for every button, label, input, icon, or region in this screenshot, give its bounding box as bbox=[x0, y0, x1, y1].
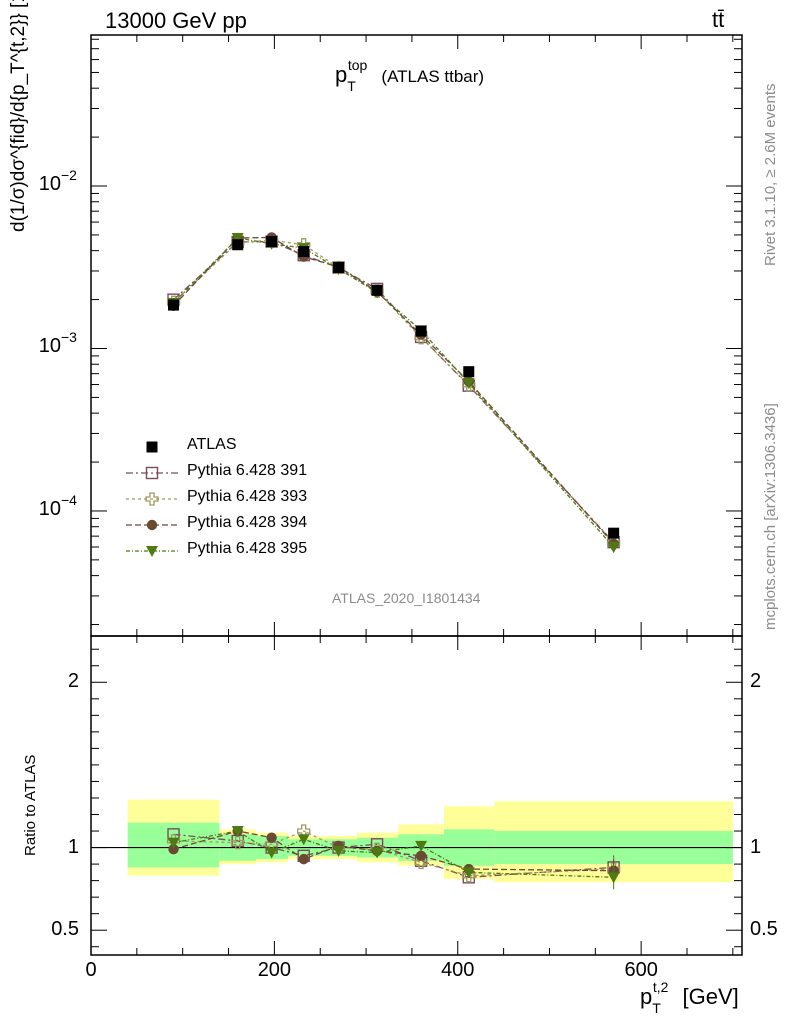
series-point-ratio bbox=[415, 850, 427, 862]
data-point bbox=[333, 262, 345, 274]
y-tick-exponent: −4 bbox=[61, 491, 77, 508]
legend-marker bbox=[145, 492, 159, 506]
series-point-main bbox=[231, 233, 244, 245]
series-line-ratio bbox=[173, 830, 614, 878]
series-point-ratio bbox=[168, 844, 179, 855]
x-tick-label: 0 bbox=[85, 959, 97, 981]
ratio-tick-label-right: 1 bbox=[750, 835, 762, 858]
data-point bbox=[168, 299, 180, 311]
data-point bbox=[463, 366, 475, 378]
legend-label: Pythia 6.428 391 bbox=[187, 462, 308, 479]
title-sup: top bbox=[347, 57, 368, 73]
series-point-ratio bbox=[266, 832, 277, 843]
mcplots-label: mcplots.cern.ch [arXiv:1306.3436] bbox=[762, 403, 779, 630]
atlas-data bbox=[168, 236, 620, 539]
series-point-ratio bbox=[265, 847, 278, 859]
legend-marker bbox=[146, 519, 158, 531]
ratio-tick-label-left: 1 bbox=[67, 835, 79, 858]
legend-label-atlas: ATLAS bbox=[187, 436, 237, 453]
x-tick-label: 400 bbox=[441, 959, 475, 981]
legend-marker-atlas bbox=[146, 441, 158, 453]
xlabel-unit: [GeV] bbox=[682, 984, 739, 1009]
series-point-ratio bbox=[371, 847, 384, 859]
x-axis-label: pTt,2 [GeV] bbox=[640, 979, 739, 1016]
y-tick-label: 10 −3 bbox=[38, 329, 77, 358]
title-sub: T bbox=[347, 78, 356, 94]
header-energy: 13000 GeV pp bbox=[105, 8, 247, 33]
series-point-main bbox=[462, 378, 475, 390]
ratio-y-axis-label: Ratio to ATLAS bbox=[22, 754, 39, 856]
series-line-main bbox=[173, 239, 615, 544]
series-line-ratio bbox=[173, 830, 614, 877]
data-point bbox=[608, 527, 620, 539]
legend-label: Pythia 6.428 394 bbox=[187, 514, 308, 531]
series-point-main bbox=[607, 542, 620, 554]
data-point bbox=[232, 239, 244, 251]
y-tick-label: 10 −2 bbox=[38, 167, 77, 195]
xlabel-sub: T bbox=[652, 1000, 661, 1016]
y-tick-exponent: −2 bbox=[61, 167, 77, 183]
legend-marker bbox=[146, 546, 158, 557]
ratio-tick-label-left: 2 bbox=[67, 670, 79, 693]
x-tick-label: 600 bbox=[624, 959, 658, 981]
series-point-ratio bbox=[462, 867, 475, 879]
ratio-frame bbox=[90, 635, 743, 956]
y-tick-exponent: −3 bbox=[61, 329, 77, 346]
ratio-tick-label-right: 0.5 bbox=[750, 918, 778, 941]
chart-title: pTtop (ATLAS ttbar) bbox=[335, 57, 485, 94]
axis-ticks bbox=[90, 35, 742, 955]
y-tick-label: 10 −4 bbox=[38, 491, 77, 520]
xlabel-main: p bbox=[640, 984, 653, 1009]
title-suffix: (ATLAS ttbar) bbox=[381, 67, 485, 86]
analysis-label: ATLAS_2020_I1801434 bbox=[332, 590, 481, 606]
series-point-ratio bbox=[415, 840, 428, 852]
legend-label: Pythia 6.428 395 bbox=[187, 540, 308, 557]
x-tick-label: 200 bbox=[257, 959, 292, 981]
data-point bbox=[415, 325, 427, 337]
title-main: p bbox=[335, 62, 348, 87]
series-line-ratio bbox=[173, 830, 614, 872]
data-point bbox=[266, 236, 278, 248]
legend-label: Pythia 6.428 393 bbox=[187, 488, 308, 505]
series-point-ratio bbox=[167, 837, 180, 849]
data-point bbox=[371, 284, 383, 296]
series-point-ratio bbox=[231, 826, 244, 838]
y-axis-label: d(1/σ)dσ^{fid}/d{p_T^{t,2}} [1/GeV] bbox=[8, 0, 29, 232]
series-point-ratio bbox=[297, 834, 310, 846]
data-point bbox=[298, 246, 310, 258]
xlabel-sup: t,2 bbox=[652, 979, 669, 995]
legend-marker bbox=[145, 466, 159, 480]
ratio-tick-label-left: 0.5 bbox=[51, 918, 79, 941]
axes-frames bbox=[90, 34, 743, 956]
series-point-ratio bbox=[298, 853, 309, 865]
series-point-ratio bbox=[607, 872, 620, 884]
header-process: tt̄ bbox=[712, 7, 725, 32]
series-point-ratio bbox=[231, 835, 245, 850]
series-point-ratio bbox=[332, 845, 345, 857]
mc-series bbox=[166, 232, 621, 890]
rivet-label: Rivet 3.1.10, ≥ 2.6M events bbox=[762, 83, 779, 267]
legend bbox=[126, 441, 178, 557]
ratio-tick-label-right: 2 bbox=[750, 670, 762, 693]
